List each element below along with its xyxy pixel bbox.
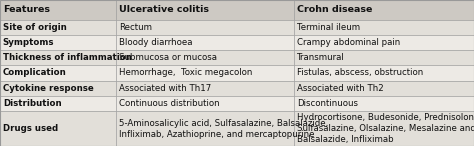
Bar xyxy=(116,96,294,111)
Text: Crohn disease: Crohn disease xyxy=(297,5,372,14)
Bar xyxy=(116,81,294,96)
Text: Hydrocortisone, Budesonide, Prednisolone,
Sulfasalazine, Olsalazine, Mesalazine : Hydrocortisone, Budesonide, Prednisolone… xyxy=(297,113,474,144)
Text: Features: Features xyxy=(3,5,50,14)
Text: Ulcerative colitis: Ulcerative colitis xyxy=(119,5,209,14)
Text: Site of origin: Site of origin xyxy=(3,23,66,32)
Bar xyxy=(0,35,116,50)
Text: Associated with Th17: Associated with Th17 xyxy=(119,84,211,93)
Bar xyxy=(0,65,116,81)
Text: Complication: Complication xyxy=(3,68,66,78)
Text: Cytokine response: Cytokine response xyxy=(3,84,93,93)
Text: Drugs used: Drugs used xyxy=(3,124,58,133)
Text: 5-Aminosalicylic acid, Sulfasalazine, Balsalazide,
Infliximab, Azathioprine, and: 5-Aminosalicylic acid, Sulfasalazine, Ba… xyxy=(119,119,328,139)
Bar xyxy=(294,81,474,96)
Bar xyxy=(0,20,116,35)
Bar xyxy=(116,20,294,35)
Text: Crampy abdominal pain: Crampy abdominal pain xyxy=(297,38,400,47)
Bar xyxy=(294,96,474,111)
Text: Thickness of inflammation: Thickness of inflammation xyxy=(3,53,132,62)
Bar xyxy=(294,50,474,65)
Bar xyxy=(116,50,294,65)
Bar xyxy=(116,65,294,81)
Text: Continuous distribution: Continuous distribution xyxy=(119,99,219,108)
Text: Associated with Th2: Associated with Th2 xyxy=(297,84,383,93)
Text: Bloody diarrhoea: Bloody diarrhoea xyxy=(119,38,192,47)
Bar xyxy=(294,0,474,20)
Bar xyxy=(0,111,116,146)
Text: Distribution: Distribution xyxy=(3,99,62,108)
Bar xyxy=(0,96,116,111)
Bar xyxy=(116,0,294,20)
Text: Transmural: Transmural xyxy=(297,53,345,62)
Text: Hemorrhage,  Toxic megacolon: Hemorrhage, Toxic megacolon xyxy=(119,68,252,78)
Bar xyxy=(294,111,474,146)
Bar xyxy=(0,0,116,20)
Bar xyxy=(294,20,474,35)
Text: Symptoms: Symptoms xyxy=(3,38,55,47)
Text: Discontinuous: Discontinuous xyxy=(297,99,358,108)
Text: Fistulas, abscess, obstruction: Fistulas, abscess, obstruction xyxy=(297,68,423,78)
Text: Rectum: Rectum xyxy=(119,23,152,32)
Bar xyxy=(294,35,474,50)
Bar xyxy=(294,65,474,81)
Bar xyxy=(0,50,116,65)
Bar xyxy=(116,111,294,146)
Text: Terminal ileum: Terminal ileum xyxy=(297,23,360,32)
Bar xyxy=(116,35,294,50)
Text: Submucosa or mucosa: Submucosa or mucosa xyxy=(119,53,217,62)
Bar xyxy=(0,81,116,96)
